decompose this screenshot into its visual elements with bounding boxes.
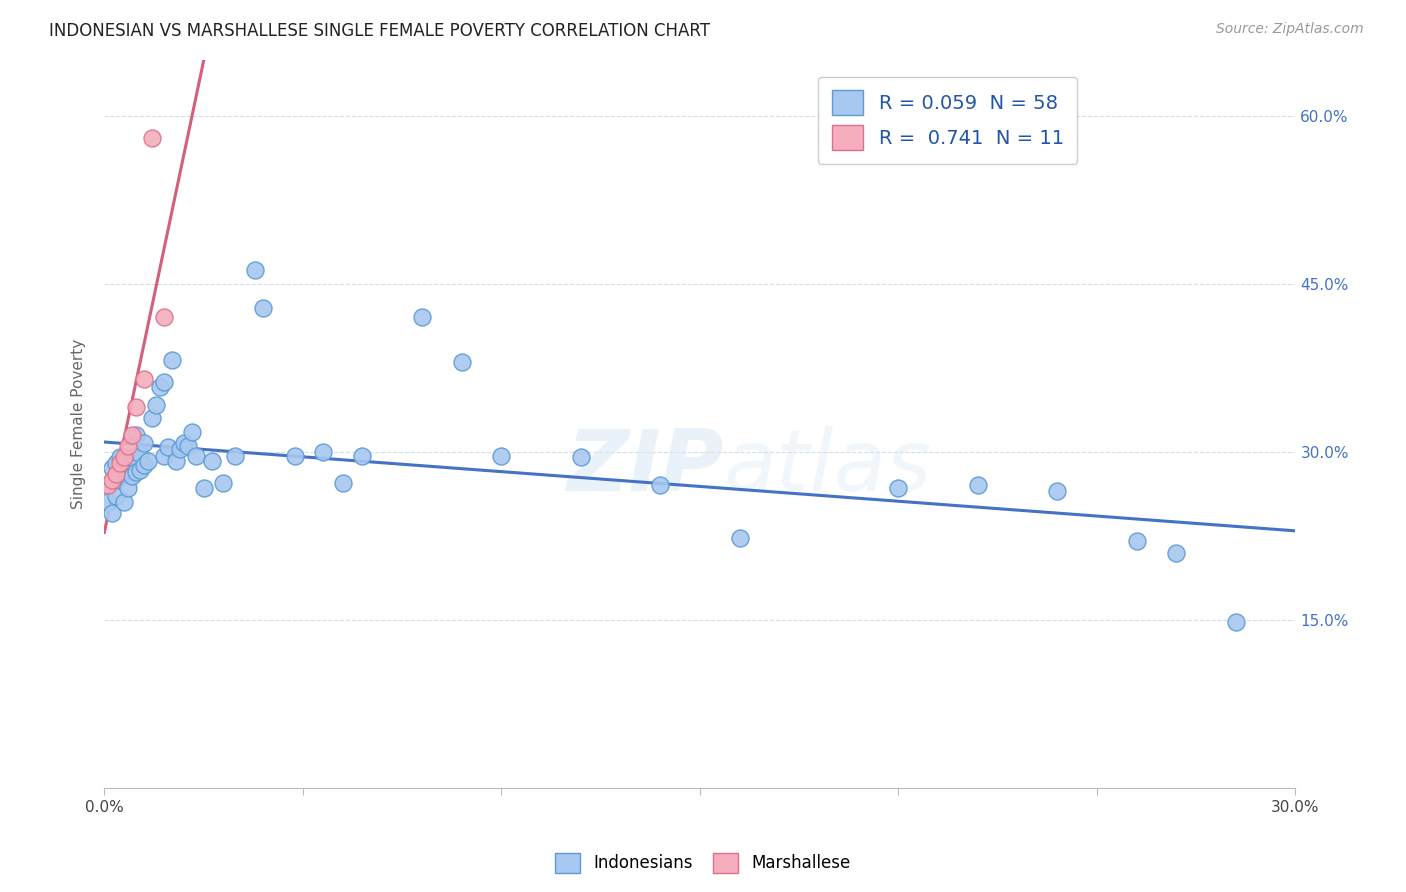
- Point: [121, 469, 143, 483]
- Text: Source: ZipAtlas.com: Source: ZipAtlas.com: [1216, 22, 1364, 37]
- Point: [352, 449, 374, 463]
- Point: [101, 461, 124, 475]
- Point: [887, 481, 910, 495]
- Point: [112, 495, 135, 509]
- Point: [173, 435, 195, 450]
- Point: [136, 453, 159, 467]
- Point: [105, 456, 128, 470]
- Point: [153, 376, 176, 390]
- Point: [125, 465, 148, 479]
- Point: [153, 449, 176, 463]
- Point: [200, 453, 222, 467]
- Text: INDONESIAN VS MARSHALLESE SINGLE FEMALE POVERTY CORRELATION CHART: INDONESIAN VS MARSHALLESE SINGLE FEMALE …: [49, 22, 710, 40]
- Point: [117, 461, 139, 475]
- Point: [117, 439, 139, 453]
- Point: [1046, 483, 1069, 498]
- Point: [411, 310, 433, 325]
- Point: [97, 495, 120, 509]
- Point: [125, 428, 148, 442]
- Point: [491, 449, 513, 463]
- Point: [193, 481, 215, 495]
- Point: [97, 478, 120, 492]
- Point: [145, 398, 167, 412]
- Point: [156, 440, 179, 454]
- Point: [97, 478, 120, 492]
- Point: [332, 476, 354, 491]
- Point: [117, 456, 139, 470]
- Legend: R = 0.059  N = 58, R =  0.741  N = 11: R = 0.059 N = 58, R = 0.741 N = 11: [818, 77, 1077, 163]
- Point: [728, 531, 751, 545]
- Point: [117, 481, 139, 495]
- Point: [224, 449, 246, 463]
- Text: atlas: atlas: [724, 425, 932, 508]
- Point: [129, 447, 152, 461]
- Point: [311, 444, 333, 458]
- Point: [165, 453, 187, 467]
- Point: [121, 428, 143, 442]
- Point: [132, 458, 155, 472]
- Point: [112, 450, 135, 465]
- Point: [141, 411, 163, 425]
- Point: [149, 380, 172, 394]
- Point: [1225, 615, 1247, 629]
- Point: [176, 439, 198, 453]
- Point: [252, 301, 274, 316]
- Point: [101, 506, 124, 520]
- Point: [105, 467, 128, 481]
- Point: [108, 469, 131, 483]
- Point: [1125, 534, 1147, 549]
- Point: [180, 425, 202, 439]
- Point: [569, 450, 592, 465]
- Point: [284, 449, 307, 463]
- Point: [121, 450, 143, 465]
- Point: [105, 490, 128, 504]
- Point: [184, 449, 207, 463]
- Point: [129, 462, 152, 476]
- Point: [243, 263, 266, 277]
- Point: [212, 476, 235, 491]
- Point: [132, 435, 155, 450]
- Point: [112, 456, 135, 470]
- Point: [966, 478, 988, 492]
- Point: [105, 473, 128, 487]
- Point: [650, 478, 672, 492]
- Point: [101, 473, 124, 487]
- Point: [1166, 545, 1188, 559]
- Point: [153, 310, 176, 325]
- Point: [108, 450, 131, 465]
- Point: [132, 372, 155, 386]
- Point: [160, 352, 183, 367]
- Text: ZIP: ZIP: [567, 425, 724, 508]
- Point: [169, 442, 191, 457]
- Legend: Indonesians, Marshallese: Indonesians, Marshallese: [548, 847, 858, 880]
- Point: [450, 355, 472, 369]
- Point: [125, 400, 148, 414]
- Point: [141, 131, 163, 145]
- Y-axis label: Single Female Poverty: Single Female Poverty: [72, 339, 86, 508]
- Point: [108, 456, 131, 470]
